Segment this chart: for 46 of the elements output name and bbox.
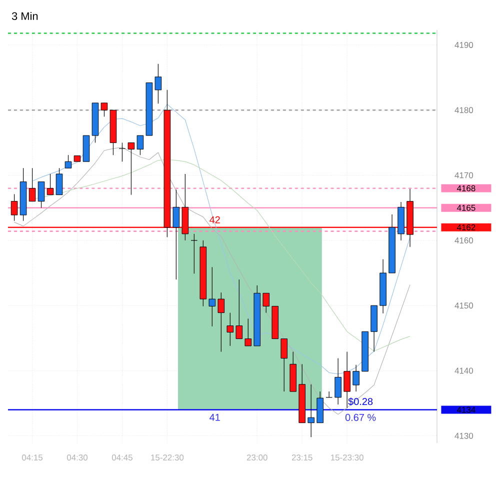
candlestick — [208, 266, 216, 327]
annotation: $0.28 — [348, 398, 373, 406]
candlestick — [226, 312, 234, 346]
y-tick-label: 4180 — [454, 107, 474, 114]
y-tick-label: 4130 — [454, 432, 474, 439]
line-series — [14, 146, 410, 415]
annotation: 42 — [210, 216, 220, 224]
candlestick — [128, 142, 135, 196]
x-tick-label: 23:15 — [292, 454, 312, 461]
ref-line-label: 4162 — [456, 224, 476, 230]
candlestick — [262, 292, 270, 314]
candlestick — [100, 102, 108, 117]
candlestick — [56, 168, 63, 196]
annotation: 0.67 % — [345, 414, 376, 421]
candlestick — [352, 364, 360, 392]
candlestick — [218, 292, 225, 352]
candlestick — [236, 279, 243, 340]
candlestick — [308, 384, 314, 438]
x-tick-label: 23:00 — [246, 454, 268, 461]
candlestick — [334, 358, 342, 405]
candlestick — [172, 189, 180, 280]
candlestick — [136, 135, 144, 156]
candlestick — [10, 194, 18, 222]
candlestick — [244, 318, 252, 346]
y-tick-label: 4150 — [454, 302, 474, 309]
candlestick — [46, 174, 54, 196]
x-tick-label: 15-22:30 — [151, 454, 184, 461]
ref-line-label: 4165 — [456, 204, 476, 211]
ref-line-label: 4134 — [456, 406, 476, 413]
annotation: 41 — [210, 414, 220, 421]
ref-line-label: 4168 — [456, 185, 476, 192]
y-tick-label: 4190 — [454, 42, 474, 48]
candlestick — [38, 181, 45, 208]
candlestick — [154, 64, 162, 104]
x-tick-label: 15-23:30 — [330, 454, 364, 461]
candlestick — [64, 154, 72, 168]
x-tick-label: 04:30 — [66, 454, 88, 461]
candlestick — [280, 338, 288, 392]
y-tick-label: 4170 — [454, 172, 474, 178]
y-tick-label: 4140 — [454, 368, 474, 374]
y-tick-label: 4160 — [454, 237, 474, 244]
chart-title: 3 Min — [12, 12, 38, 20]
x-tick-label: 04:15 — [22, 454, 43, 461]
candlestick — [28, 168, 36, 202]
x-tick-label: 04:45 — [112, 454, 132, 461]
candlestick — [118, 142, 126, 162]
